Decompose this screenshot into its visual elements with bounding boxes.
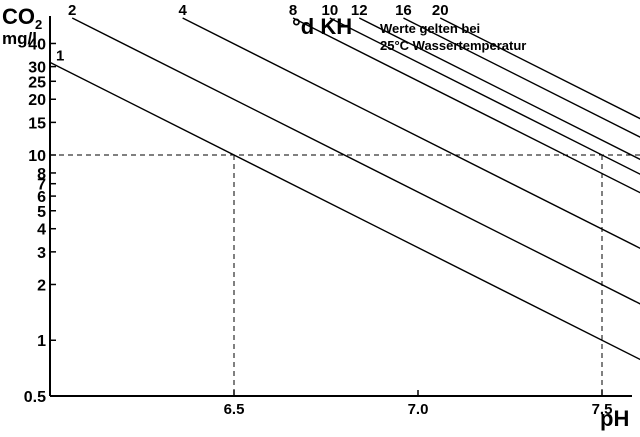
kh-curve-label: 2	[68, 2, 76, 19]
kh-curve-label: 20	[432, 2, 449, 19]
x-tick-label: 6.5	[224, 401, 245, 418]
kh-curve-label: 16	[395, 2, 412, 19]
kh-curve-16	[403, 17, 640, 138]
note-line-1: Werte gelten bei	[380, 21, 480, 36]
y-axis-label-subscript: 2	[35, 17, 42, 32]
y-tick-label: 20	[28, 92, 46, 109]
y-tick-label: 1	[37, 333, 46, 350]
kh-curve-8	[292, 17, 640, 194]
y-tick-label: 3	[37, 245, 46, 262]
y-tick-label: 7	[37, 177, 46, 194]
x-tick-label: 7.0	[408, 401, 429, 418]
y-tick-label: 30	[28, 60, 46, 77]
note-line-2: 25°C Wassertemperatur	[380, 38, 526, 53]
y-tick-label: 15	[28, 115, 46, 132]
kh-curve-2	[71, 17, 640, 305]
kh-curve-label: 1	[56, 47, 64, 64]
y-tick-label: 25	[28, 74, 46, 91]
chart-title: °d KH	[292, 14, 352, 39]
chart-labels: CO2 mg/l °d KH Werte gelten bei 25°C Was…	[2, 4, 629, 431]
y-tick-label: 6	[37, 189, 46, 206]
x-tick-label: 7.5	[592, 401, 613, 418]
kh-curve-4	[182, 17, 640, 250]
y-tick-label: 2	[37, 277, 46, 294]
kh-curve-12	[358, 17, 640, 161]
kh-curve-20	[439, 17, 640, 120]
y-tick-label: 4	[37, 222, 46, 239]
kh-curve-10	[329, 17, 640, 175]
reference-lines	[50, 154, 640, 396]
y-tick-label: 0.5	[24, 389, 46, 406]
x-axis-label: pH	[600, 406, 629, 431]
kh-curves: 12 4 8 10 12 16 20	[49, 2, 640, 361]
y-tick-label: 40	[28, 36, 46, 53]
kh-curve-label: 4	[178, 2, 187, 19]
y-tick-label: 8	[37, 166, 46, 183]
kh-curve-label: 10	[321, 2, 338, 19]
kh-curve-label: 8	[289, 2, 297, 19]
y-tick-label: 10	[28, 148, 46, 165]
kh-curve-1	[49, 61, 640, 361]
y-axis-label-co2: CO2	[2, 4, 42, 32]
kh-curve-label: 12	[351, 2, 368, 19]
y-axis-unit: mg/l	[2, 29, 37, 48]
y-tick-label: 5	[37, 204, 46, 221]
